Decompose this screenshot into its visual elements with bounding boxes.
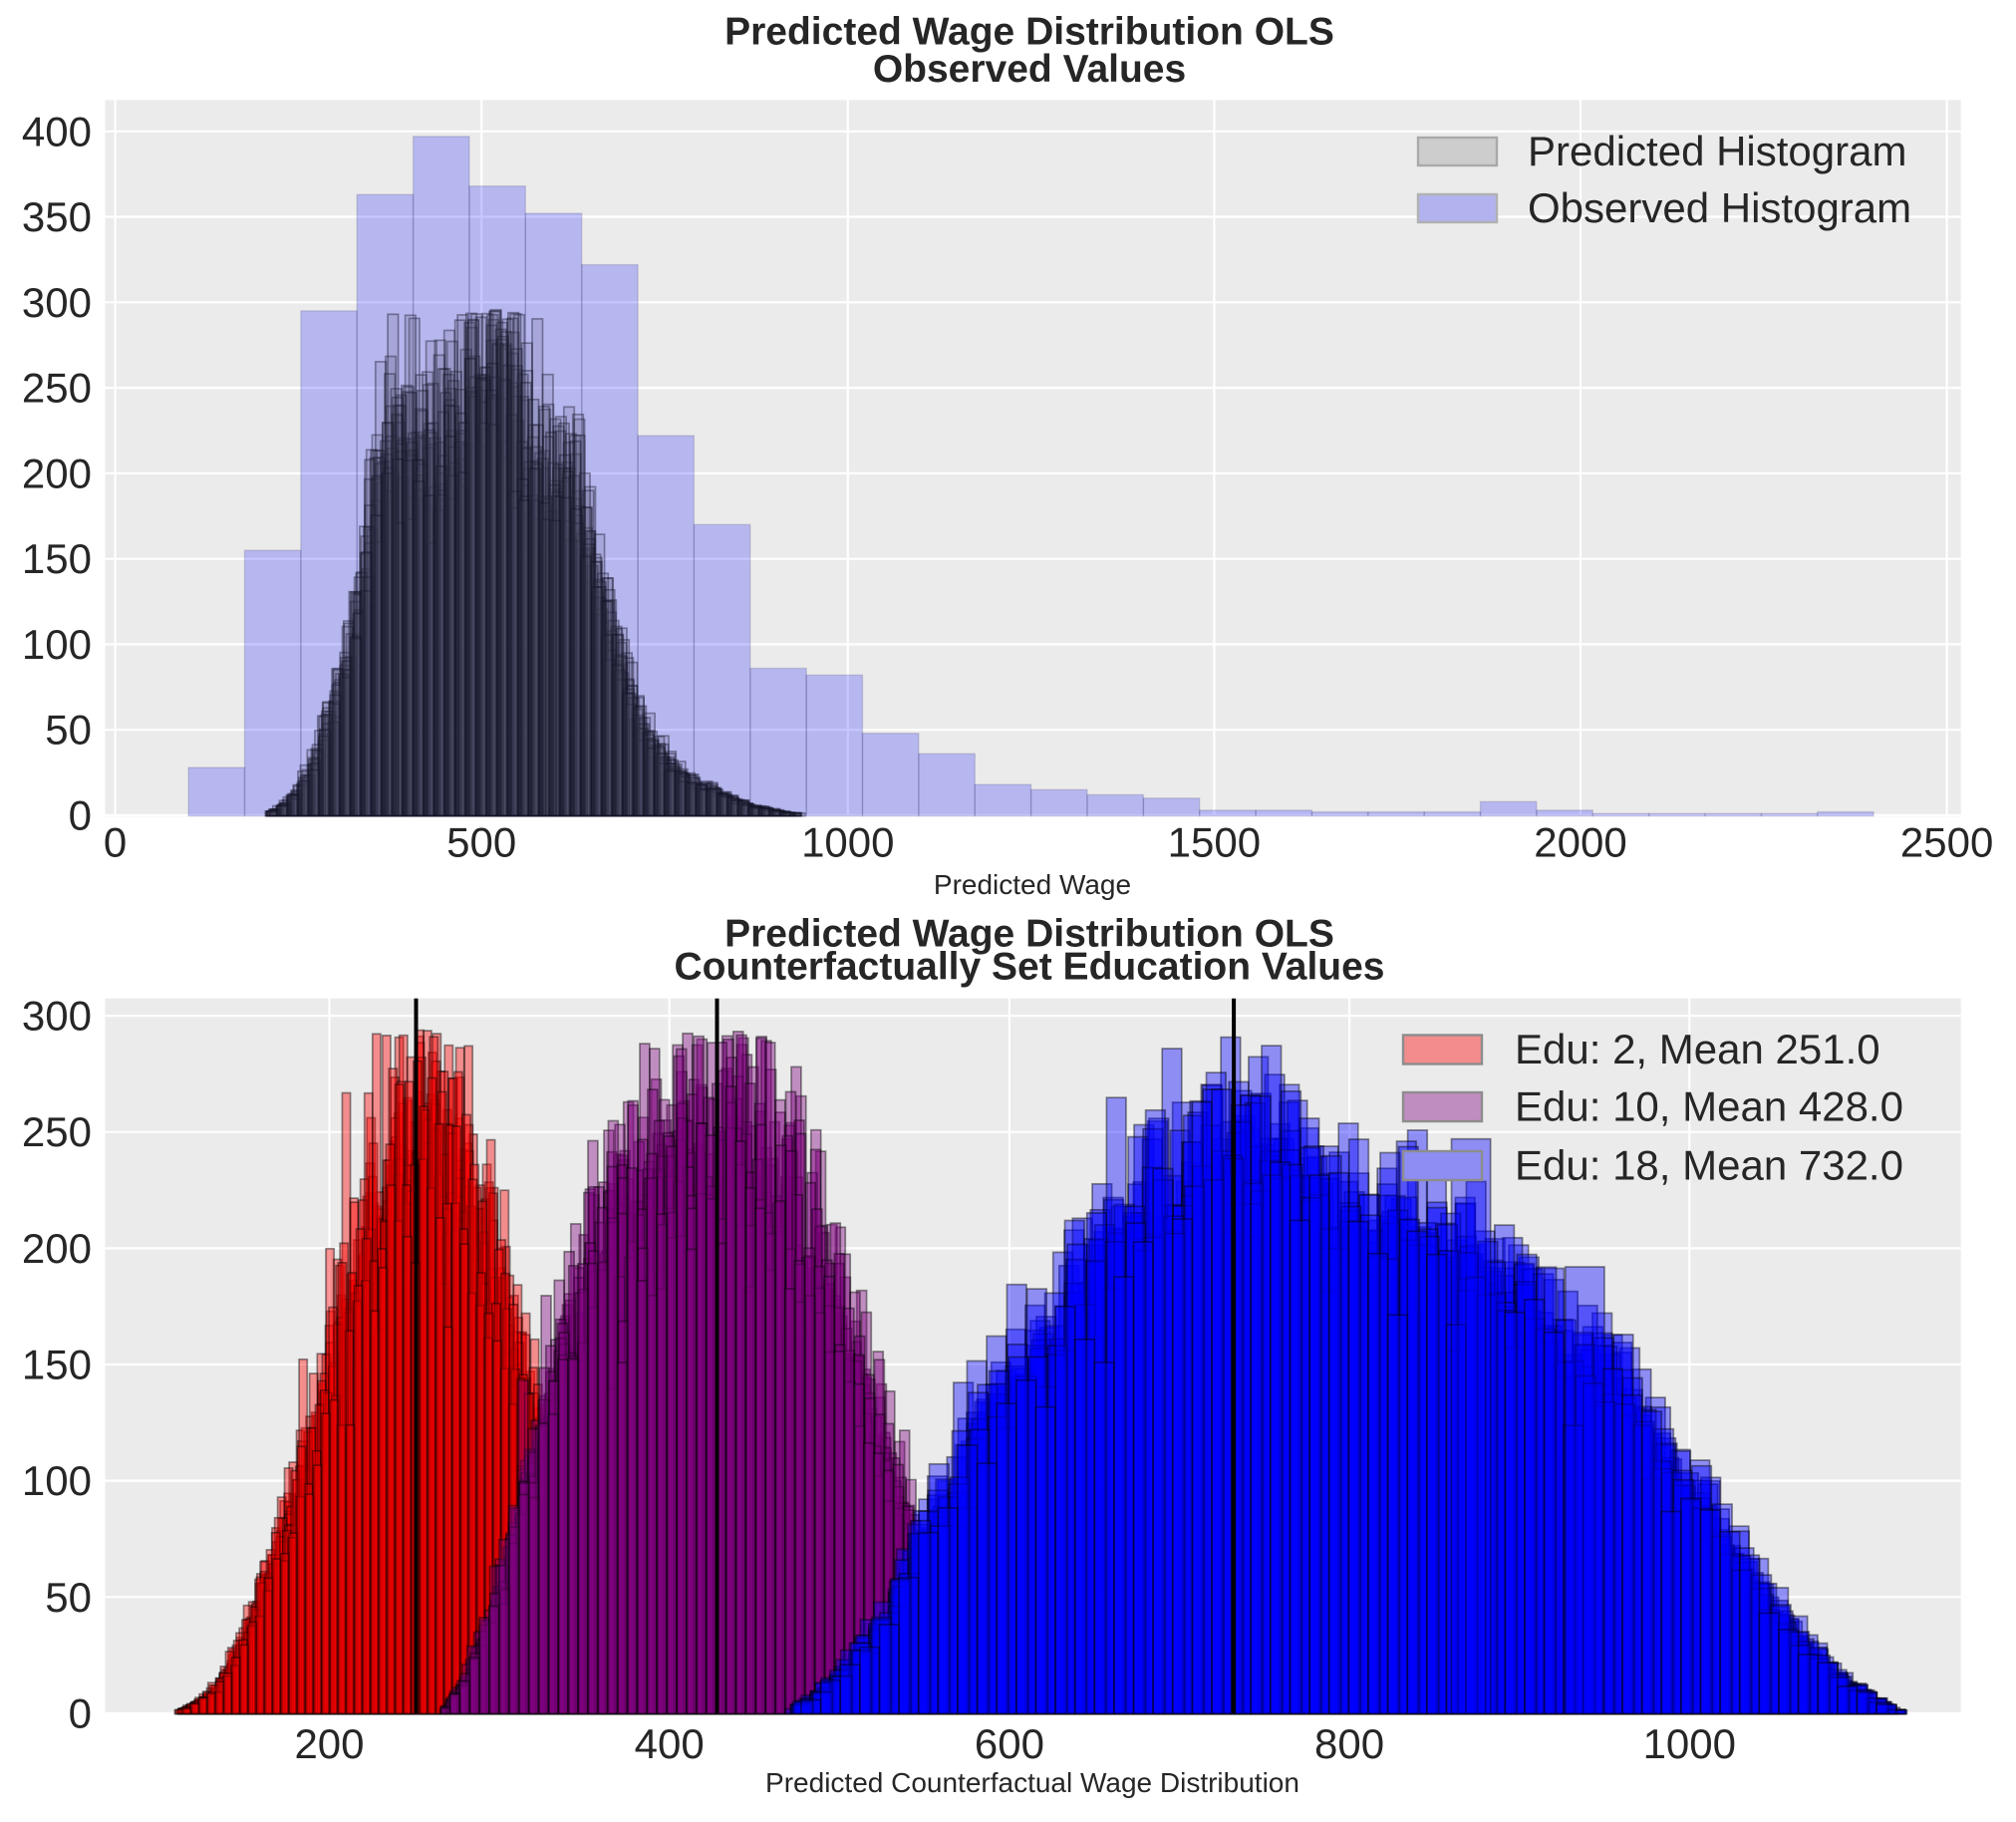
svg-text:400: 400 (635, 1720, 705, 1767)
svg-text:0: 0 (69, 1689, 92, 1736)
svg-text:Predicted Wage Distribution OL: Predicted Wage Distribution OLS (724, 11, 1334, 54)
svg-text:2000: 2000 (1534, 819, 1626, 866)
svg-text:350: 350 (22, 193, 92, 240)
svg-text:300: 300 (22, 993, 92, 1040)
svg-text:0: 0 (104, 819, 127, 866)
svg-text:50: 50 (45, 1574, 92, 1621)
svg-text:Predicted Histogram: Predicted Histogram (1528, 128, 1906, 174)
svg-text:150: 150 (22, 535, 92, 582)
svg-text:1500: 1500 (1168, 819, 1261, 866)
svg-text:100: 100 (22, 1457, 92, 1504)
svg-text:Observed Values: Observed Values (873, 48, 1186, 91)
svg-text:1000: 1000 (1643, 1720, 1736, 1767)
svg-text:0: 0 (69, 792, 92, 839)
svg-text:400: 400 (22, 108, 92, 154)
svg-text:Predicted Counterfactual Wage: Predicted Counterfactual Wage Distributi… (765, 1767, 1299, 1798)
svg-text:1000: 1000 (801, 819, 894, 866)
svg-text:Counterfactually Set Education: Counterfactually Set Education Values (674, 946, 1384, 989)
svg-text:2500: 2500 (1900, 819, 1993, 866)
svg-text:300: 300 (22, 279, 92, 326)
svg-text:800: 800 (1314, 1720, 1384, 1767)
svg-text:250: 250 (22, 365, 92, 412)
svg-text:100: 100 (22, 621, 92, 668)
svg-text:500: 500 (446, 819, 516, 866)
svg-text:200: 200 (22, 1225, 92, 1272)
svg-text:Observed Histogram: Observed Histogram (1528, 184, 1911, 231)
svg-text:Predicted Wage: Predicted Wage (934, 869, 1131, 900)
svg-text:Edu: 18, Mean 732.0: Edu: 18, Mean 732.0 (1515, 1142, 1903, 1189)
svg-text:200: 200 (294, 1720, 364, 1767)
svg-text:50: 50 (45, 707, 92, 754)
svg-text:600: 600 (975, 1720, 1044, 1767)
svg-text:250: 250 (22, 1108, 92, 1155)
svg-text:200: 200 (22, 450, 92, 496)
svg-text:150: 150 (22, 1342, 92, 1388)
svg-text:Edu: 10, Mean 428.0: Edu: 10, Mean 428.0 (1515, 1083, 1903, 1130)
svg-text:Edu: 2, Mean 251.0: Edu: 2, Mean 251.0 (1515, 1026, 1880, 1072)
